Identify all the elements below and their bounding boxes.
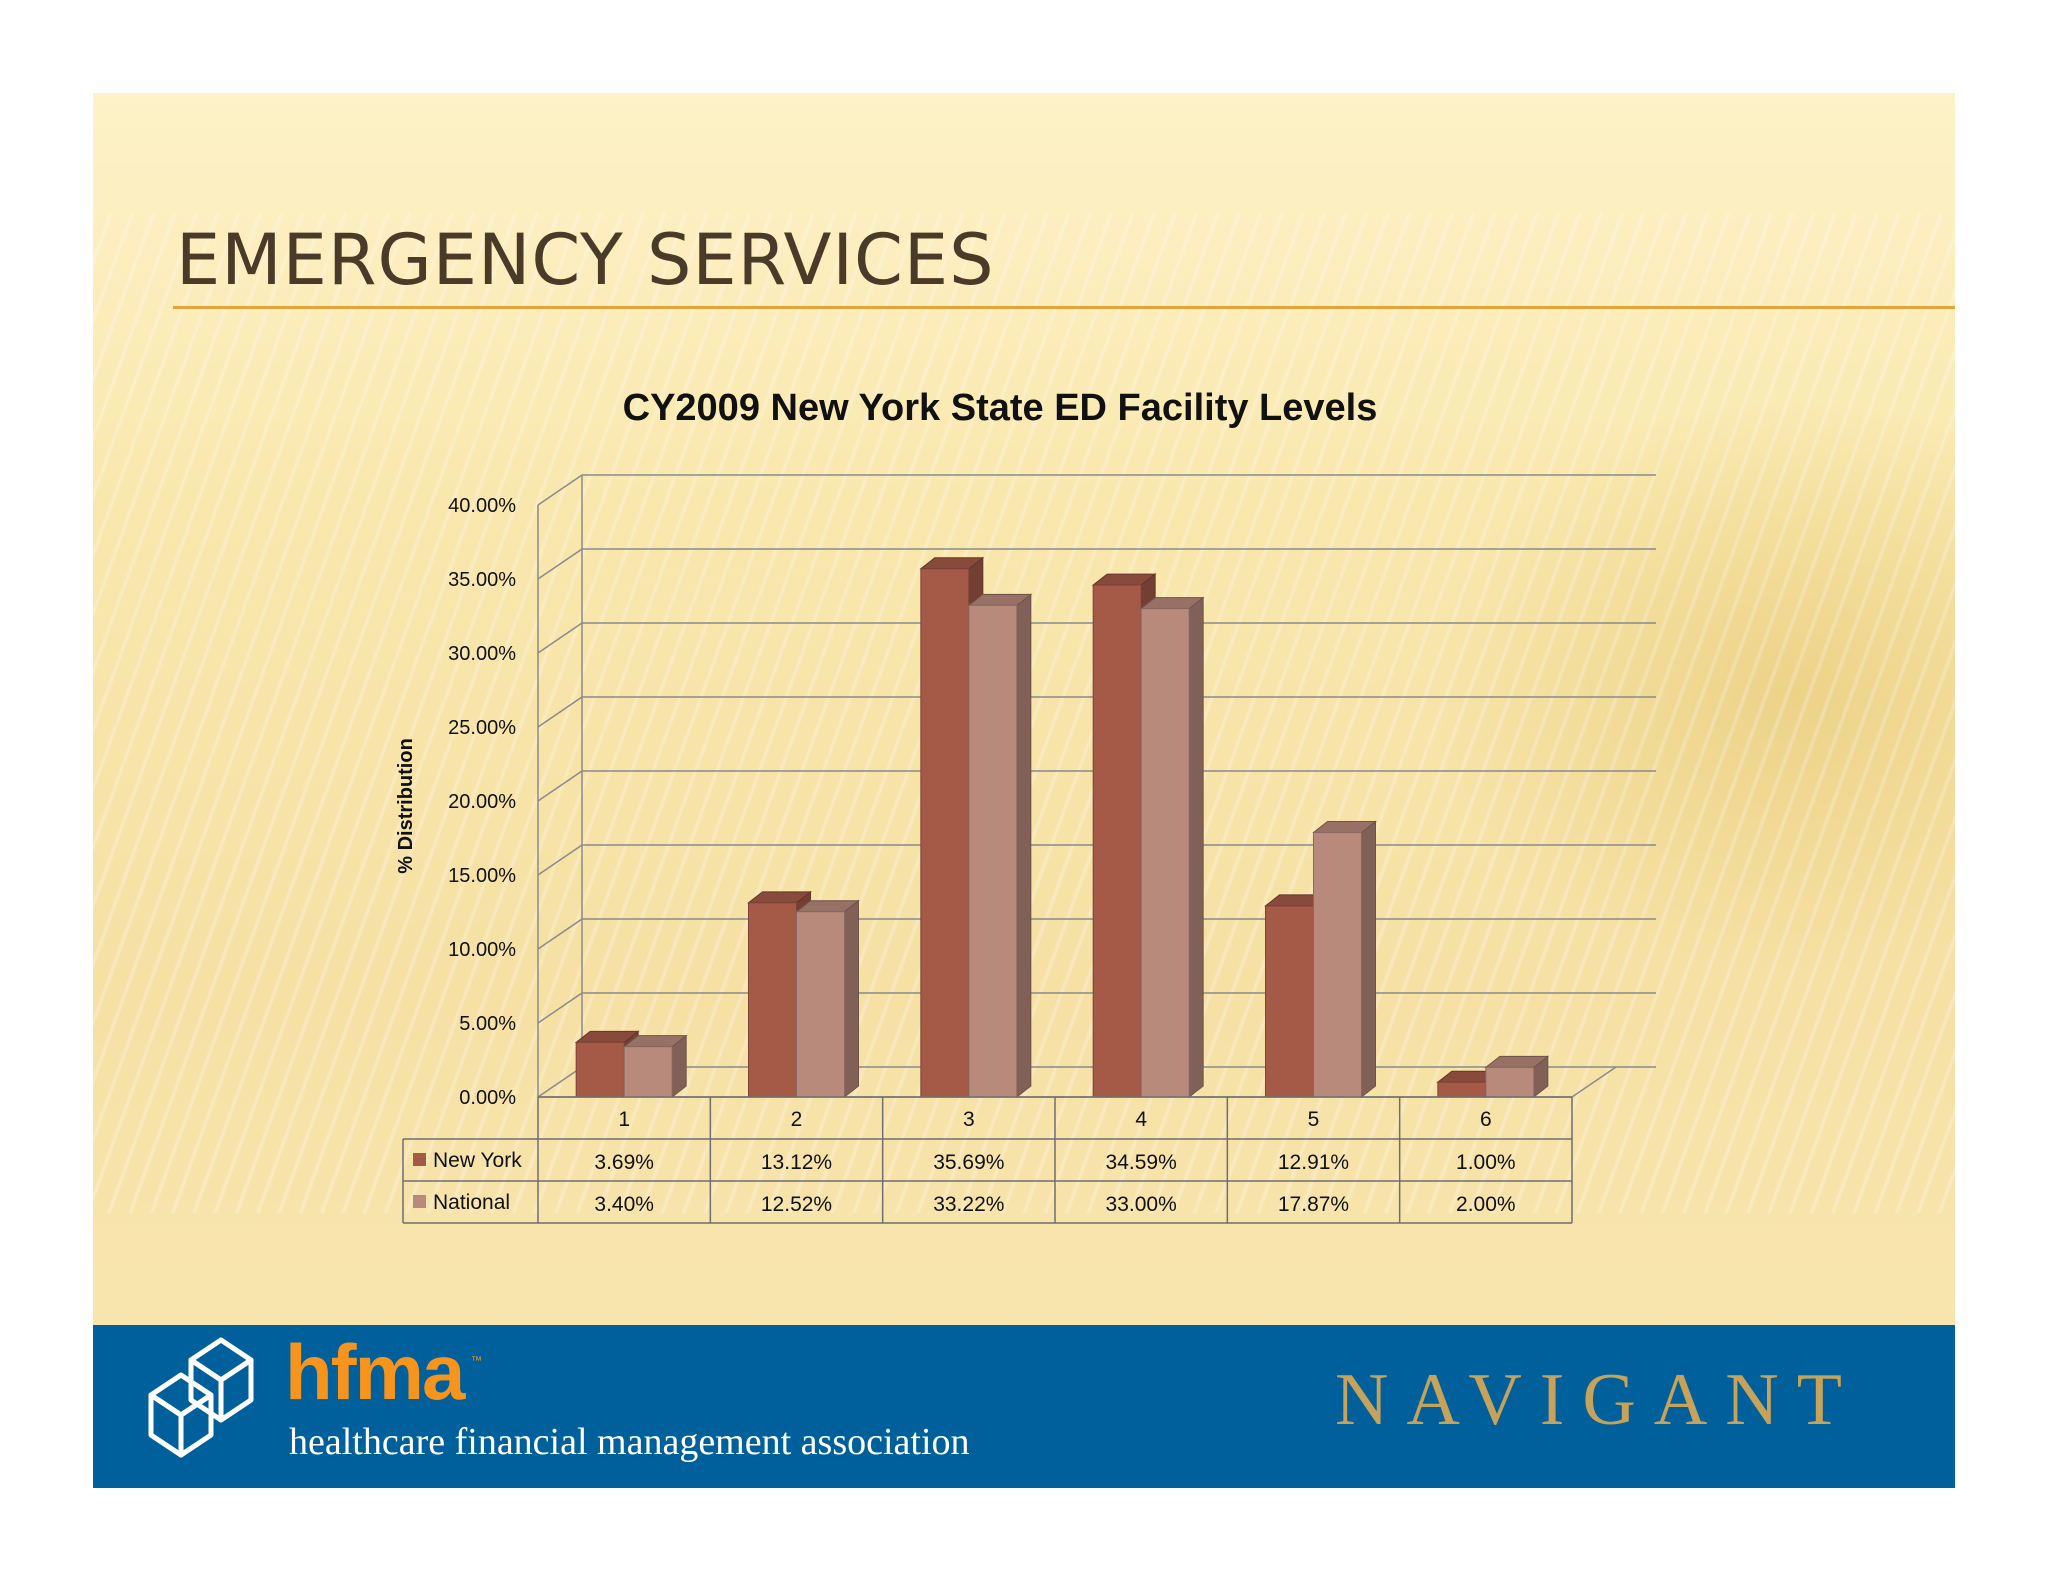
- gridline-diagonal: [537, 1066, 583, 1098]
- bar-side: [844, 899, 859, 1099]
- bar: [796, 911, 845, 1098]
- legend-swatch: [413, 1195, 426, 1208]
- data-label: 34.59%: [1106, 1151, 1177, 1174]
- gridline-diagonal: [537, 770, 583, 802]
- data-label: 33.00%: [1106, 1193, 1177, 1216]
- hfma-full-name: healthcare financial management associat…: [289, 1421, 970, 1463]
- hfma-logo-icon: [148, 1337, 254, 1458]
- navigant-logo: NAVIGANT: [1335, 1359, 1860, 1441]
- y-tick-label: 40.00%: [448, 495, 516, 517]
- data-label: 3.69%: [594, 1151, 654, 1174]
- title-underline: [173, 306, 1955, 309]
- legend-label: New York: [433, 1149, 522, 1172]
- x-tick-label: 4: [1135, 1108, 1147, 1131]
- bar: [968, 604, 1018, 1098]
- slide-title: EMERGENCY SERVICES: [176, 219, 995, 301]
- bar: [1140, 608, 1190, 1098]
- bars: [574, 556, 1550, 1099]
- x-tick-label: 6: [1480, 1108, 1492, 1131]
- bar-side: [1188, 596, 1204, 1099]
- chart-title: CY2009 New York State ED Facility Levels: [623, 387, 1378, 429]
- bar: [1265, 905, 1314, 1098]
- bar: [1092, 584, 1142, 1098]
- bar: [1313, 832, 1362, 1098]
- bar: [623, 1046, 673, 1098]
- y-tick-label: 25.00%: [448, 717, 516, 739]
- legend-swatch: [413, 1153, 426, 1166]
- x-tick-label: 2: [791, 1108, 803, 1131]
- y-tick-label: 5.00%: [459, 1013, 516, 1035]
- gridline-diagonal: [537, 844, 583, 876]
- y-tick-label: 30.00%: [448, 643, 516, 665]
- data-label: 35.69%: [933, 1151, 1004, 1174]
- legend-label: National: [433, 1191, 510, 1214]
- x-tick-label: 5: [1308, 1108, 1320, 1131]
- data-label: 12.91%: [1278, 1151, 1349, 1174]
- bar: [575, 1041, 625, 1098]
- bar-side: [1016, 593, 1032, 1099]
- y-tick-label: 10.00%: [448, 939, 516, 961]
- hfma-trademark: ™: [471, 1355, 482, 1367]
- x-tick-label: 1: [618, 1108, 630, 1131]
- bar: [920, 568, 970, 1098]
- y-tick-labels: 0.00% 5.00% 10.00% 15.00% 20.00% 25.00% 30.00%…: [448, 495, 516, 1109]
- bar-side: [1361, 820, 1376, 1099]
- y-tick-label: 35.00%: [448, 569, 516, 591]
- y-tick-label: 15.00%: [448, 865, 516, 887]
- data-table: 1 2 3 4 5 6 New York 3.69% 13.12% 35.69% 34.59% 12.…: [402, 1096, 1573, 1224]
- data-label: 12.52%: [761, 1193, 832, 1216]
- y-axis-label: % Distribution: [395, 738, 417, 874]
- gridline-diagonal: [537, 548, 583, 580]
- data-label: 13.12%: [761, 1151, 832, 1174]
- hfma-wordmark: hfma: [285, 1328, 465, 1416]
- data-label: 3.40%: [594, 1193, 654, 1216]
- gridline-diagonal: [537, 918, 583, 950]
- data-label: 1.00%: [1456, 1151, 1516, 1174]
- footer-banner: hfma ™ healthcare financial management a…: [93, 1325, 1955, 1488]
- bar: [1485, 1066, 1535, 1098]
- y-tick-label: 20.00%: [448, 791, 516, 813]
- gridline-diagonal: [537, 474, 583, 506]
- data-label: 17.87%: [1278, 1193, 1349, 1216]
- bar: [748, 902, 797, 1098]
- gridline-diagonal: [537, 992, 583, 1024]
- x-tick-label: 3: [963, 1108, 975, 1131]
- y-tick-label: 0.00%: [459, 1087, 516, 1109]
- data-label: 2.00%: [1456, 1193, 1516, 1216]
- bar: [1437, 1081, 1487, 1098]
- gridline-diagonal: [537, 696, 583, 728]
- gridline-diagonal: [537, 622, 583, 654]
- data-label: 33.22%: [933, 1193, 1004, 1216]
